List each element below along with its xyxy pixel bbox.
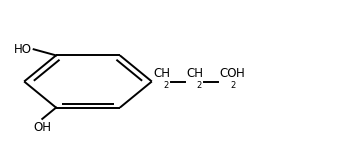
Text: CH: CH [154,67,170,80]
Text: CO: CO [219,67,237,80]
Text: 2: 2 [164,82,169,90]
Text: OH: OH [33,120,51,133]
Text: HO: HO [14,43,32,56]
Text: CH: CH [186,67,203,80]
Text: H: H [236,67,245,80]
Text: 2: 2 [197,82,202,90]
Text: 2: 2 [230,82,236,90]
